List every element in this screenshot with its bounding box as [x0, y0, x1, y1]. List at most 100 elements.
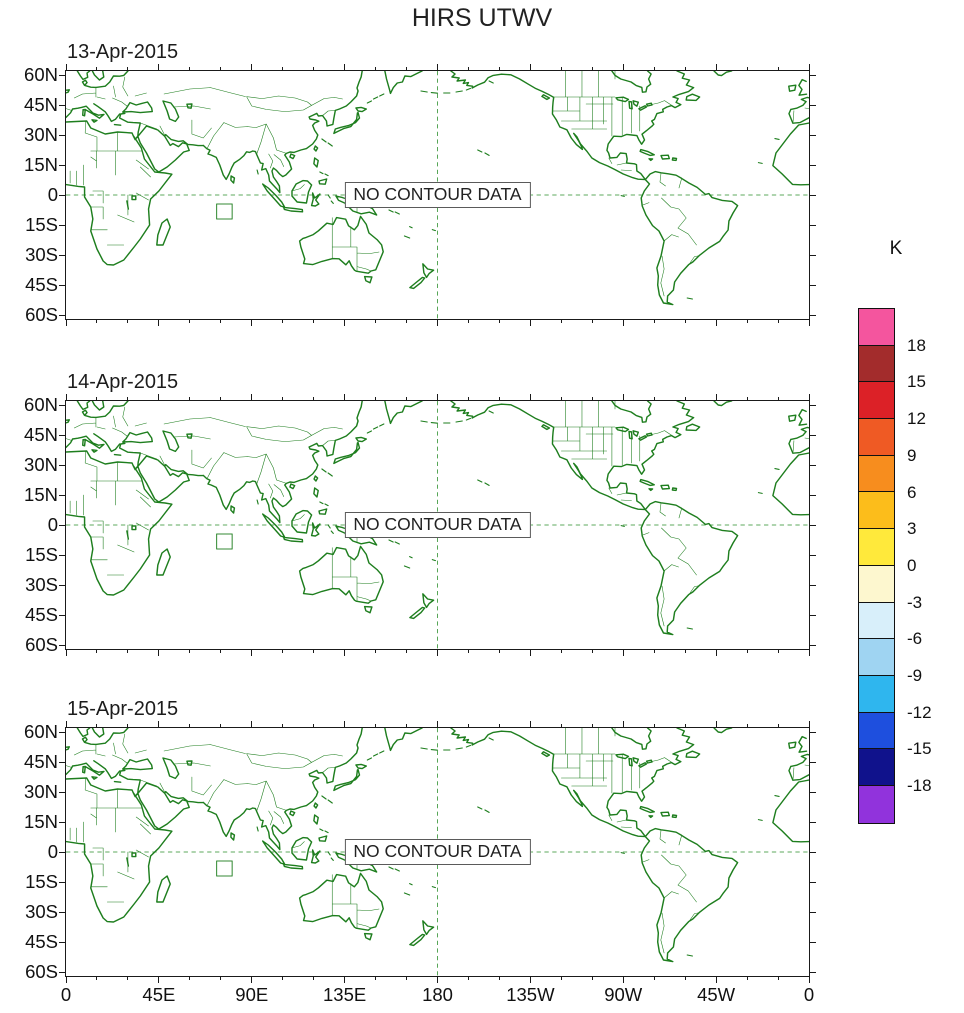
lon-tick-mark: [127, 67, 129, 71]
lon-tick-mark: [498, 397, 500, 401]
lon-tick-mark: [406, 976, 408, 980]
lon-tick-mark: [282, 67, 284, 71]
panel-date-label: 15-Apr-2015: [67, 698, 179, 720]
lon-tick-mark: [715, 319, 717, 326]
lon-tick-mark: [158, 319, 160, 326]
lat-tick-mark: [59, 464, 66, 466]
lat-tick-label: 15S: [25, 544, 58, 565]
lon-tick-mark: [467, 397, 469, 401]
colorbar-tick-label: -12: [907, 702, 932, 722]
lat-tick-mark: [59, 434, 66, 436]
lon-tick-mark: [344, 394, 346, 401]
lon-tick-mark: [251, 394, 253, 401]
lon-tick-mark: [777, 397, 779, 401]
lon-tick-mark: [498, 319, 500, 323]
lat-tick-label: 45S: [25, 604, 58, 625]
lon-tick-mark: [498, 649, 500, 653]
lon-tick-mark: [467, 649, 469, 653]
lat-tick-mark: [59, 761, 66, 763]
lat-tick-mark: [809, 821, 816, 823]
lon-tick-mark: [65, 319, 67, 326]
lat-tick-mark: [809, 284, 816, 286]
lon-tick-mark: [220, 319, 222, 323]
lon-tick-mark: [777, 67, 779, 71]
lon-tick-label: 45W: [697, 984, 736, 1005]
lon-tick-mark: [127, 397, 129, 401]
lon-tick-mark: [96, 319, 98, 323]
colorbar-unit-label: K: [889, 238, 903, 259]
lon-tick-mark: [746, 67, 748, 71]
lat-tick-mark: [809, 614, 816, 616]
lon-tick-mark: [406, 67, 408, 71]
lon-tick-mark: [529, 64, 531, 71]
colorbar-tick-label: 9: [907, 445, 917, 465]
lon-tick-mark: [437, 649, 438, 656]
lon-tick-mark: [684, 319, 686, 323]
lon-tick-mark: [344, 319, 346, 326]
lon-tick-mark: [65, 976, 67, 983]
lat-tick-mark: [809, 524, 816, 526]
colorbar-tick-label: -9: [907, 666, 923, 685]
lon-tick-mark: [684, 67, 686, 71]
lon-tick-mark: [158, 64, 160, 71]
lon-tick-mark: [282, 397, 284, 401]
lon-tick-mark: [777, 319, 779, 323]
colorbar-tick-label: -15: [907, 739, 932, 759]
lat-tick-mark: [809, 164, 816, 166]
lat-tick-label: 30N: [24, 781, 58, 802]
colorbar-tick-label: 12: [907, 409, 926, 429]
colorbar-tick-label: 0: [907, 555, 917, 575]
lat-tick-label: 45N: [24, 94, 58, 115]
lat-tick-label: 45S: [25, 931, 58, 952]
lon-tick-mark: [746, 976, 748, 980]
lon-tick-mark: [653, 319, 655, 323]
lon-tick-label: 45E: [142, 984, 176, 1005]
lon-tick-mark: [375, 67, 377, 71]
lon-tick-mark: [808, 649, 810, 656]
lon-tick-mark: [313, 67, 315, 71]
lat-tick-label: 45S: [25, 274, 58, 295]
lon-tick-mark: [375, 724, 377, 728]
no-contour-data-box: NO CONTOUR DATA: [344, 839, 531, 865]
lat-tick-mark: [809, 494, 816, 496]
panel-date-label: 14-Apr-2015: [67, 371, 179, 393]
lon-tick-mark: [622, 319, 624, 326]
lat-tick-mark: [59, 644, 66, 646]
lon-tick-mark: [251, 64, 253, 71]
lon-tick-mark: [220, 67, 222, 71]
lat-tick-mark: [59, 404, 66, 406]
lon-tick-mark: [189, 724, 191, 728]
lon-tick-mark: [96, 397, 98, 401]
lon-tick-mark: [653, 67, 655, 71]
lon-tick-mark: [406, 319, 408, 323]
lon-tick-mark: [220, 976, 222, 980]
lon-tick-mark: [467, 319, 469, 323]
lon-tick-mark: [65, 649, 67, 656]
lat-tick-label: 60S: [25, 634, 58, 655]
lat-tick-mark: [59, 134, 66, 136]
lon-tick-mark: [715, 64, 717, 71]
lat-tick-label: 60S: [25, 961, 58, 982]
lon-tick-label: 90E: [235, 984, 269, 1005]
lat-tick-mark: [59, 584, 66, 586]
lat-tick-label: 0: [47, 514, 58, 535]
colorbar-tick-label: -6: [907, 629, 923, 649]
lat-tick-mark: [59, 911, 66, 913]
colorbar-cell: [859, 785, 894, 823]
lat-tick-mark: [809, 104, 816, 106]
lon-tick-mark: [560, 976, 562, 980]
lat-tick-mark: [59, 224, 66, 226]
lon-tick-label: 0: [803, 984, 815, 1005]
lat-tick-label: 0: [47, 841, 58, 862]
lat-tick-mark: [59, 524, 66, 526]
lon-tick-mark: [65, 394, 67, 401]
lon-tick-mark: [777, 724, 779, 728]
lon-tick-mark: [251, 721, 253, 728]
colorbar-cell: [859, 675, 894, 713]
lat-tick-mark: [809, 134, 816, 136]
lon-tick-mark: [498, 976, 500, 980]
lon-tick-mark: [777, 976, 779, 980]
lon-tick-mark: [375, 319, 377, 323]
lon-tick-mark: [715, 394, 717, 401]
lon-tick-mark: [189, 649, 191, 653]
